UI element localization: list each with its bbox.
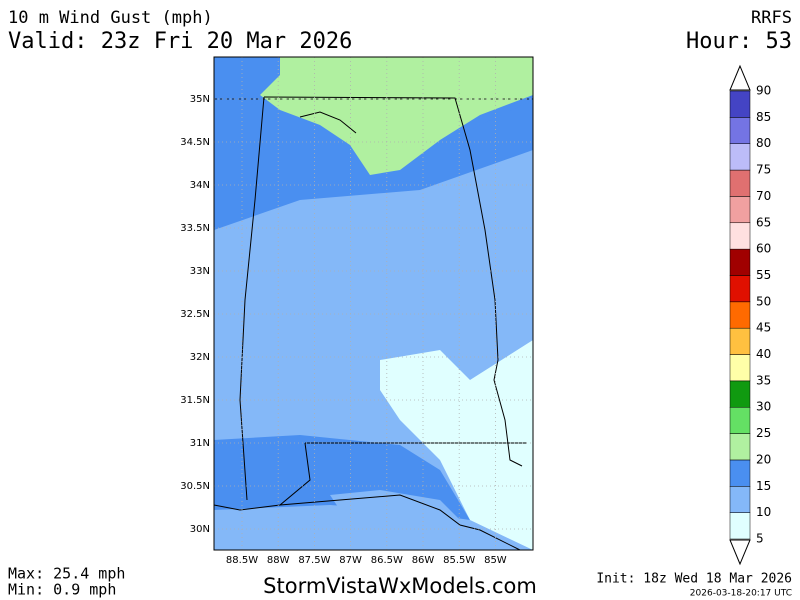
colorbar-segment xyxy=(729,90,751,118)
colorbar-label: 85 xyxy=(756,110,771,124)
colorbar-segment xyxy=(729,512,751,540)
colorbar-label: 55 xyxy=(756,268,771,282)
lon-label: 87W xyxy=(339,555,362,566)
colorbar-segment xyxy=(729,486,751,513)
colorbar: 5 10 15 20 25 30 35 40 45 50 55 60 65 70 75 80 85 90 xyxy=(729,64,771,566)
colorbar-label: 30 xyxy=(756,400,771,414)
lat-label: 31.5N xyxy=(180,395,210,406)
colorbar-label: 80 xyxy=(756,136,771,150)
colorbar-label: 70 xyxy=(756,189,771,203)
colorbar-label: 90 xyxy=(756,84,771,98)
lon-label: 88W xyxy=(267,555,290,566)
map xyxy=(213,56,534,551)
lat-label: 33N xyxy=(190,266,210,277)
forecast-hour: Hour: 53 xyxy=(686,29,792,54)
lat-label: 31N xyxy=(190,438,210,449)
state-border xyxy=(263,96,523,467)
colorbar-segment xyxy=(729,406,751,434)
min-value: Min: 0.9 mph xyxy=(8,581,116,599)
map-frame xyxy=(213,56,534,551)
lat-label: 32.5N xyxy=(180,309,210,320)
colorbar-label: 60 xyxy=(756,242,771,256)
colorbar-cap xyxy=(729,539,751,566)
colorbar-label: 15 xyxy=(756,479,771,493)
colorbar-cap xyxy=(729,64,751,91)
valid-time: Valid: 23z Fri 20 Mar 2026 xyxy=(8,29,352,54)
lon-label: 86.5W xyxy=(371,555,403,566)
colorbar-label: 40 xyxy=(756,347,771,361)
colorbar-label: 50 xyxy=(756,294,771,308)
colorbar-segment xyxy=(729,380,751,408)
colorbar-label: 10 xyxy=(756,505,771,519)
lon-label: 88.5W xyxy=(226,555,258,566)
colorbar-segment xyxy=(729,354,751,382)
field xyxy=(214,510,420,550)
colorbar-segment xyxy=(729,433,751,461)
lat-label: 35N xyxy=(190,94,210,105)
lat-label: 30N xyxy=(190,524,210,535)
max-value: Max: 25.4 mph xyxy=(8,565,125,583)
lat-label: 33.5N xyxy=(180,223,210,234)
colorbar-label: 25 xyxy=(756,426,771,440)
lon-label: 85.5W xyxy=(443,555,475,566)
colorbar-segment xyxy=(729,248,751,276)
colorbar-label: 45 xyxy=(756,321,771,335)
colorbar-segment xyxy=(729,459,751,487)
colorbar-segment xyxy=(729,222,751,250)
lat-label: 34.5N xyxy=(180,137,210,148)
borders xyxy=(213,96,527,551)
colorbar-label: 35 xyxy=(756,373,771,387)
lat-label: 34N xyxy=(190,180,210,191)
website: StormVistaWxModels.com xyxy=(263,574,537,598)
model: RRFS xyxy=(751,8,792,28)
field xyxy=(260,57,533,175)
colorbar-segment xyxy=(729,143,751,171)
lon-label: 86W xyxy=(412,555,435,566)
lake xyxy=(299,111,357,134)
colorbar-segment xyxy=(729,196,751,224)
lon-label: 85W xyxy=(484,555,507,566)
lat-label: 32N xyxy=(190,352,210,363)
title: 10 m Wind Gust (mph) xyxy=(8,8,213,28)
field xyxy=(330,490,460,520)
colorbar-segment xyxy=(729,117,751,144)
timestamp: 2026-03-18-20:17 UTC xyxy=(690,589,792,599)
colorbar-segment xyxy=(729,275,751,303)
lat-label: 30.5N xyxy=(180,481,210,492)
colorbar-label: 20 xyxy=(756,452,771,466)
coastline xyxy=(279,494,521,551)
init-time: Init: 18z Wed 18 Mar 2026 xyxy=(596,572,792,587)
field xyxy=(380,340,533,550)
colorbar-segment xyxy=(729,327,751,355)
colorbar-label: 65 xyxy=(756,215,771,229)
colorbar-label: 75 xyxy=(756,163,771,177)
colorbar-segment xyxy=(729,169,751,197)
lon-label: 87.5W xyxy=(298,555,330,566)
colorbar-segment xyxy=(729,301,751,329)
colorbar-label: 5 xyxy=(756,532,764,546)
